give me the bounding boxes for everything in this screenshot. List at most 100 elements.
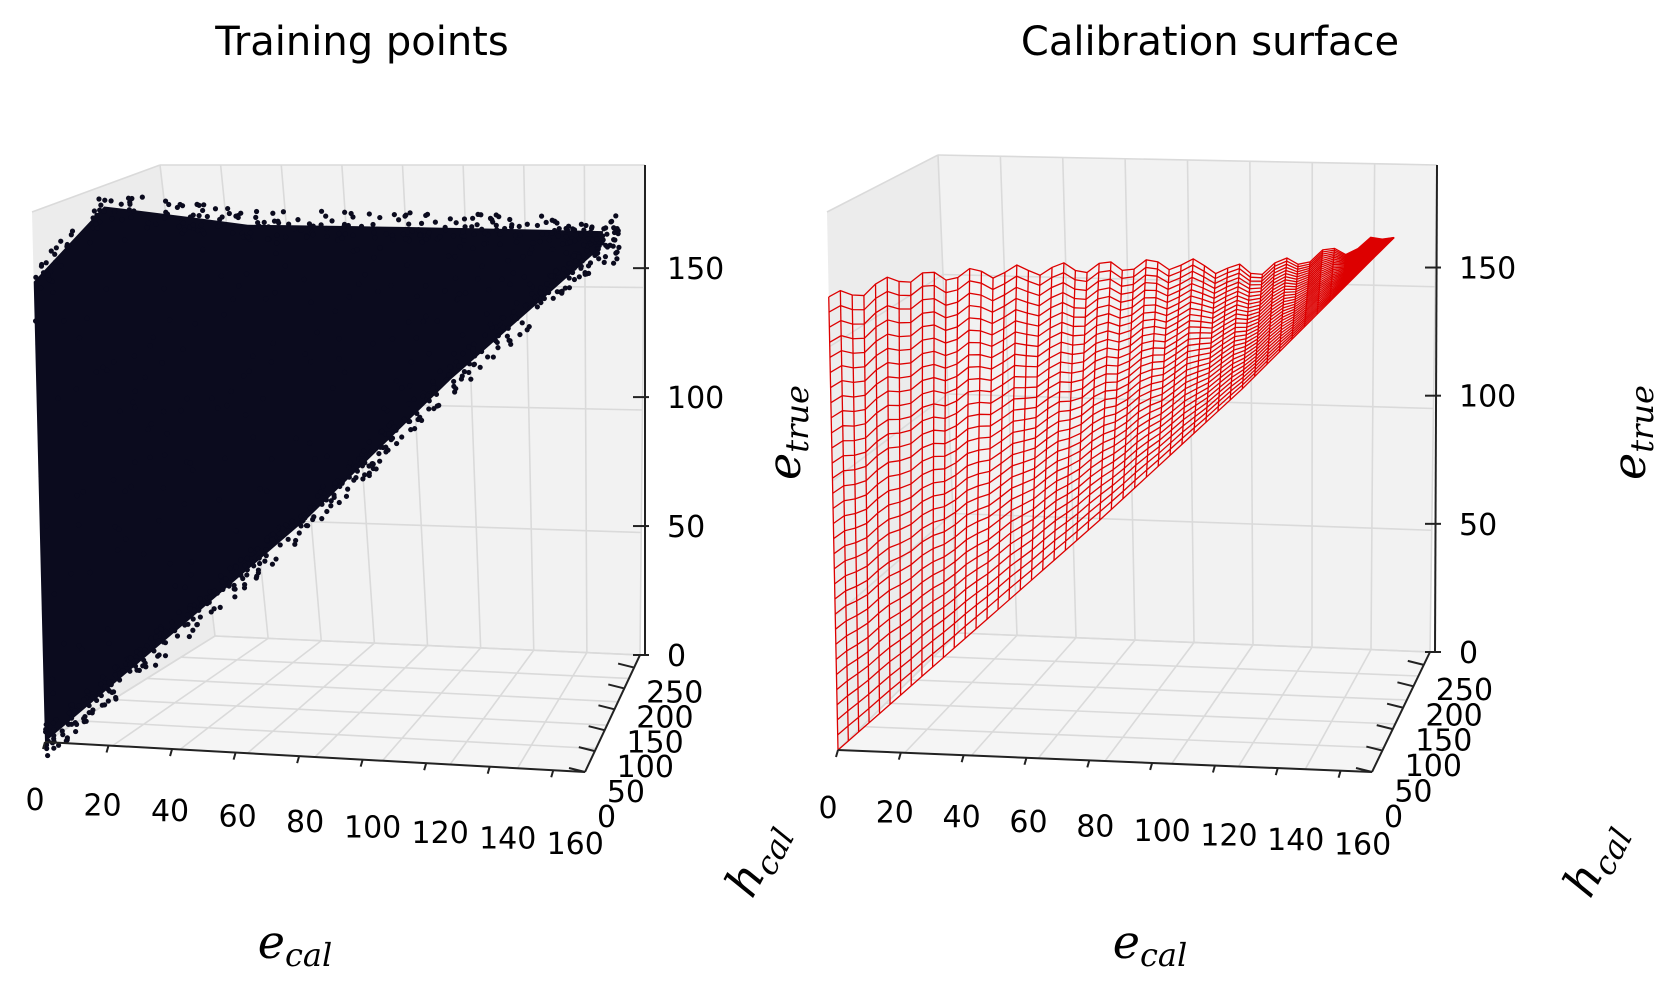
- surface-wire: [851, 295, 860, 732]
- scatter-point: [212, 206, 219, 212]
- scatter-point: [160, 485, 167, 491]
- y-tick-mark: [1376, 724, 1393, 731]
- scatter-point: [141, 657, 147, 663]
- scatter-point: [377, 214, 383, 221]
- scatter-point: [187, 214, 194, 220]
- scatter-point: [522, 302, 529, 309]
- scatter-point: [223, 576, 229, 582]
- scatter-point: [576, 274, 582, 280]
- scatter-point: [261, 219, 267, 225]
- scatter-point: [319, 516, 325, 522]
- scatter-point: [244, 567, 250, 573]
- scatter-point: [442, 227, 449, 233]
- x-tick-label: 140: [1267, 823, 1324, 858]
- x-axis-line: [837, 749, 1373, 773]
- scatter-point: [521, 274, 528, 280]
- scatter-point: [595, 250, 601, 256]
- scatter-point: [162, 198, 169, 204]
- scatter-point: [538, 285, 544, 291]
- scatter-point: [466, 361, 473, 367]
- surface-wire: [1341, 254, 1347, 289]
- scatter-point: [320, 483, 326, 490]
- x-tick-mark: [960, 754, 965, 763]
- scatter-point: [477, 364, 483, 370]
- scatter-point: [407, 383, 413, 389]
- scatter-point: [424, 211, 431, 217]
- scatter-point: [147, 454, 153, 461]
- x-tick-label: 60: [218, 800, 256, 835]
- scatter-point: [207, 588, 213, 595]
- scatter-point: [451, 351, 457, 357]
- scatter-point: [346, 464, 352, 470]
- scatter-point: [528, 246, 535, 252]
- scatter-point: [366, 439, 372, 445]
- grid-line: [516, 652, 588, 769]
- scatter-point: [377, 458, 383, 464]
- scatter-point: [200, 207, 206, 214]
- scatter-point: [614, 249, 620, 255]
- scatter-point: [555, 233, 561, 239]
- scatter-point: [366, 470, 372, 476]
- scatter-point: [106, 688, 113, 694]
- y-tick-mark: [1366, 745, 1383, 752]
- scatter-point: [569, 269, 576, 276]
- scatter-point: [563, 233, 569, 240]
- scatter-point: [196, 213, 202, 219]
- scatter-point: [216, 497, 222, 503]
- scatter-point: [407, 210, 413, 216]
- scatter-point: [150, 640, 156, 646]
- scatter-point: [346, 294, 352, 300]
- scatter-point: [572, 237, 578, 244]
- scatter-point: [73, 386, 79, 392]
- chart-title: Training points: [214, 19, 508, 65]
- surface-wire: [1076, 272, 1088, 541]
- scatter-point: [147, 343, 153, 349]
- scatter-point: [494, 339, 500, 346]
- scatter-point: [219, 579, 225, 585]
- scatter-point: [61, 318, 67, 324]
- scatter-point: [452, 253, 458, 260]
- scatter-point: [93, 369, 99, 375]
- scatter-point: [549, 217, 555, 223]
- scatter-point: [44, 745, 50, 752]
- scatter-point: [315, 493, 321, 499]
- scatter-point: [571, 253, 577, 259]
- scatter-point: [541, 295, 547, 302]
- scatter-point: [571, 265, 577, 271]
- scatter-point: [122, 488, 128, 494]
- y-tick-mark: [1386, 702, 1404, 709]
- scatter-point: [513, 239, 520, 245]
- scatter-point: [43, 260, 49, 266]
- scatter-point: [411, 396, 417, 403]
- grid-line: [78, 720, 597, 750]
- scatter-point: [298, 227, 304, 233]
- scatter-point: [117, 408, 123, 414]
- grid-line: [832, 393, 949, 482]
- scatter-point: [160, 408, 167, 415]
- surface-wire: [1253, 274, 1263, 377]
- scatter-point: [368, 448, 374, 455]
- scatter-point: [162, 628, 169, 635]
- scatter-point: [430, 378, 436, 385]
- x-axis-label: ecal: [258, 915, 332, 974]
- scatter-point: [239, 230, 245, 236]
- scatter-point: [159, 360, 165, 366]
- grid-line: [826, 154, 939, 213]
- scatter-point: [38, 263, 45, 269]
- scatter-point: [142, 647, 148, 653]
- scatter-point: [460, 229, 466, 235]
- scatter-point: [417, 232, 423, 239]
- scatter-point: [184, 395, 190, 402]
- scatter-point: [373, 466, 379, 472]
- scatter-point: [471, 341, 477, 347]
- scatter-point: [538, 290, 544, 296]
- scatter-point: [453, 220, 459, 226]
- grid-line: [1104, 642, 1195, 762]
- scatter-point: [335, 237, 341, 243]
- scatter-point: [549, 230, 555, 236]
- scatter-point: [361, 448, 367, 454]
- scatter-point: [526, 324, 532, 330]
- scatter-point: [228, 388, 234, 394]
- scatter-point: [389, 436, 395, 442]
- scatter-point: [494, 227, 500, 233]
